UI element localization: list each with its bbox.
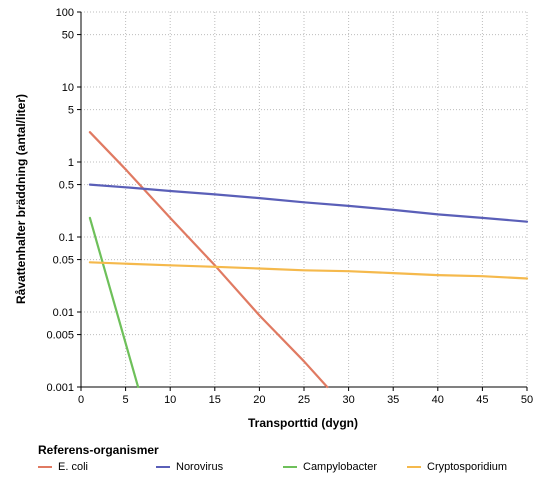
legend-title: Referens-organismer [38,443,159,457]
y-tick-label: 0.005 [46,330,74,342]
x-tick-label: 10 [164,394,176,406]
y-tick-label: 100 [56,7,74,19]
legend-label: E. coli [58,461,88,473]
y-tick-label: 1 [68,157,74,169]
axes [77,11,528,391]
legend-item-norovirus[interactable]: Norovirus [156,461,283,473]
chart: 0 5 10 15 20 25 30 35 40 45 50 100 50 10 5 1 0.5 0.1 0.05 0… [14,7,533,430]
series-lines [88,131,529,389]
tick-labels: 0 5 10 15 20 25 30 35 40 45 50 100 50 10 5 1 0.5 0.1 0.05 0… [46,7,533,406]
series-line-cryptosporidium [88,261,529,280]
y-tick-label: 0.05 [53,255,74,267]
legend-swatch [283,466,297,468]
y-tick-label: 0.5 [59,180,74,192]
series-line-campylobacter [88,216,140,389]
y-tick-label: 50 [62,30,74,42]
legend-items: E. coli Norovirus Campylobacter Cryptosp… [38,461,528,473]
legend: Referens-organismer E. coli Norovirus Ca… [38,443,528,473]
x-tick-label: 0 [78,394,84,406]
x-axis-title: Transporttid (dygn) [248,416,358,430]
x-tick-label: 35 [387,394,399,406]
x-tick-label: 5 [123,394,129,406]
series-line-e-coli [88,131,329,389]
legend-label: Campylobacter [303,461,377,473]
y-axis-title: Råvattenhalter bräddning (antal/liter) [14,94,28,304]
y-tick-label: 0.001 [46,382,74,394]
x-tick-label: 25 [298,394,310,406]
x-tick-label: 20 [253,394,265,406]
legend-item-cryptosporidium[interactable]: Cryptosporidium [407,461,507,473]
legend-swatch [407,466,421,468]
y-tick-label: 0.01 [53,307,74,319]
y-tick-label: 10 [62,82,74,94]
x-tick-label: 15 [209,394,221,406]
gridlines [81,11,528,387]
x-tick-label: 45 [476,394,488,406]
legend-item-campylobacter[interactable]: Campylobacter [283,461,407,473]
x-tick-label: 30 [342,394,354,406]
y-tick-label: 5 [68,105,74,117]
legend-swatch [156,466,170,468]
series-line-norovirus [88,183,529,223]
legend-swatch [38,466,52,468]
y-tick-label: 0.1 [59,232,74,244]
legend-item-e-coli[interactable]: E. coli [38,461,156,473]
legend-label: Norovirus [176,461,224,473]
legend-label: Cryptosporidium [427,461,508,473]
x-tick-label: 50 [521,394,533,406]
x-tick-label: 40 [432,394,444,406]
